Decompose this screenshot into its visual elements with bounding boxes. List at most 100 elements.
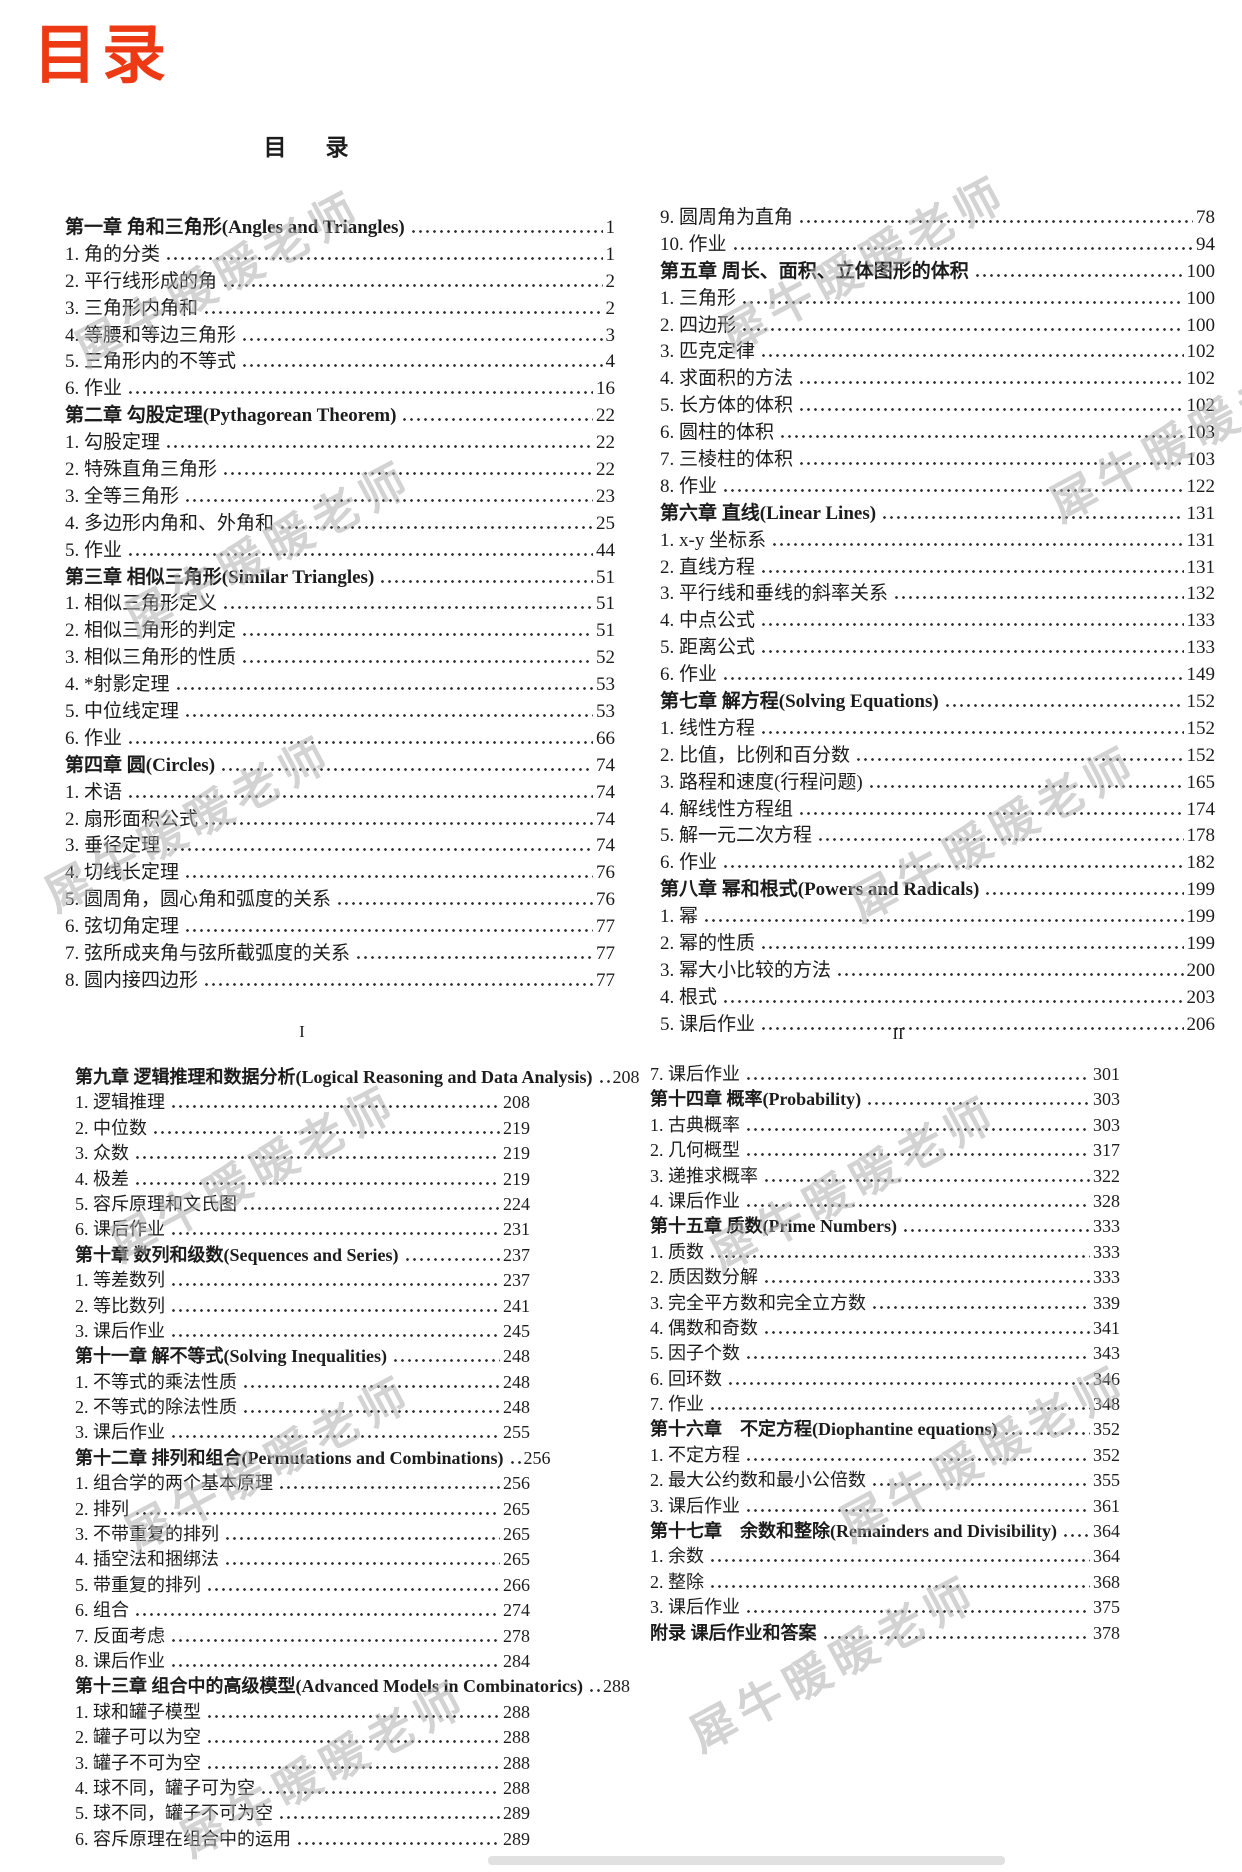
toc-entry-label: 第十五章 质数(Prime Numbers) xyxy=(650,1216,897,1237)
toc-entry: 3. 课后作业 361 xyxy=(650,1492,1120,1517)
toc-entry-label: 2. 四边形 xyxy=(660,314,737,336)
page-number-roman-1: I xyxy=(299,1022,305,1041)
toc-entry-label: 6. 组合 xyxy=(75,1600,129,1621)
toc-entry-page: 237 xyxy=(503,1244,530,1265)
toc-entry-label: 第八章 幂和根式(Powers and Radicals) xyxy=(660,879,980,901)
toc-entry-label: 2. 质因数分解 xyxy=(650,1267,758,1288)
dotted-leader xyxy=(170,1331,500,1337)
toc-entry: 第一章 角和三角形(Angles and Triangles) 1 xyxy=(65,212,615,239)
toc-entry-page: 178 xyxy=(1186,825,1216,847)
toc-entry-label: 5. 球不同，罐子不可为空 xyxy=(75,1803,273,1824)
toc-entry-label: 2. 直线方程 xyxy=(660,556,756,578)
dotted-leader xyxy=(760,1024,1184,1030)
toc-entry-page: 51 xyxy=(596,566,615,588)
toc-entry-page: 245 xyxy=(503,1320,530,1341)
toc-entry-label: 3. 课后作业 xyxy=(650,1597,740,1618)
toc-entry-page: 224 xyxy=(503,1193,530,1214)
toc-entry: 7. 弦所成夹角与弦所截弧度的关系 77 xyxy=(65,938,615,965)
dotted-leader xyxy=(798,809,1184,815)
toc-entry-label: 4. 根式 xyxy=(660,986,718,1008)
dotted-leader xyxy=(170,1661,500,1667)
dotted-leader xyxy=(170,1636,500,1642)
dotted-leader xyxy=(821,1633,1090,1639)
toc-entry-label: 3. 路程和速度(行程问题) xyxy=(660,771,863,793)
dotted-leader xyxy=(1062,1532,1090,1538)
toc-entry: 10. 作业 94 xyxy=(660,229,1215,256)
toc-entry-label: 4. 等腰和等边三角形 xyxy=(65,324,237,346)
dotted-leader xyxy=(184,873,593,879)
dotted-leader xyxy=(763,1278,1090,1284)
dotted-leader xyxy=(392,1357,500,1363)
toc-entry-label: 2. 比值，比例和百分数 xyxy=(660,744,851,766)
toc-entry-label: 5. 课后作业 xyxy=(660,1013,756,1035)
dotted-leader xyxy=(867,782,1184,788)
toc-entry-label: 3. 完全平方数和完全立方数 xyxy=(650,1292,866,1313)
dotted-leader xyxy=(703,917,1184,923)
dotted-leader xyxy=(798,460,1184,466)
toc-entry-page: 368 xyxy=(1093,1571,1120,1592)
toc-entry: 5. 课后作业 206 xyxy=(660,1009,1215,1036)
toc-entry: 3. 幂大小比较的方法 200 xyxy=(660,955,1215,982)
page-number-roman-2: II xyxy=(892,1024,904,1043)
dotted-leader xyxy=(771,540,1184,546)
toc-entry-page: 152 xyxy=(1186,717,1216,739)
toc-entry-page: 78 xyxy=(1196,207,1215,228)
toc-entry-page: 51 xyxy=(596,593,615,615)
dotted-leader xyxy=(170,1433,500,1439)
toc-entry-page: 339 xyxy=(1093,1292,1120,1313)
toc-entry: 8. 圆内接四边形 77 xyxy=(65,965,615,992)
toc-entry-label: 2. 罐子可以为空 xyxy=(75,1727,201,1748)
dotted-leader xyxy=(134,1179,500,1185)
toc-entry-label: 3. 递推求概率 xyxy=(650,1165,758,1186)
dotted-leader xyxy=(763,1328,1090,1334)
toc-entry: 8. 作业 122 xyxy=(660,471,1215,498)
toc-entry-page: 25 xyxy=(596,512,615,534)
toc-entry-label: 6. 圆柱的体积 xyxy=(660,422,775,444)
toc-entry-label: 3. 垂径定理 xyxy=(65,835,161,857)
toc-entry-page: 76 xyxy=(596,889,615,911)
dotted-leader xyxy=(745,1151,1090,1157)
toc-entry: 8. 课后作业 284 xyxy=(75,1647,530,1672)
toc-entry-label: 3. 幂大小比较的方法 xyxy=(660,959,832,981)
toc-entry: 6. 圆柱的体积 103 xyxy=(660,417,1215,444)
toc-entry-label: 4. 求面积的方法 xyxy=(660,368,794,390)
toc-entry-page: 53 xyxy=(596,674,615,696)
toc-entry-label: 第六章 直线(Linear Lines) xyxy=(660,502,877,524)
toc-entry-page: 131 xyxy=(1186,556,1216,578)
dotted-leader xyxy=(170,1230,500,1236)
toc-entry: 2. 平行线形成的角 2 xyxy=(65,266,615,293)
toc-entry-label: 2. 中位数 xyxy=(75,1117,147,1138)
toc-entry-page: 288 xyxy=(503,1777,530,1798)
toc-entry: 3. 相似三角形的性质 52 xyxy=(65,642,615,669)
dotted-leader xyxy=(745,1506,1090,1512)
toc-entry-page: 241 xyxy=(503,1295,530,1316)
dotted-leader xyxy=(165,846,593,852)
toc-entry-page: 133 xyxy=(1186,637,1216,659)
toc-entry-label: 7. 弦所成夹角与弦所截弧度的关系 xyxy=(65,943,351,965)
toc-entry-page: 199 xyxy=(1186,879,1216,901)
toc-entry-page: 237 xyxy=(503,1270,530,1291)
toc-entry-label: 1. 余数 xyxy=(650,1546,704,1567)
toc-entry: 2. 几何概型 317 xyxy=(650,1136,1120,1161)
toc-entry: 6. 作业 16 xyxy=(65,373,615,400)
toc-entry-page: 51 xyxy=(596,620,615,642)
dotted-leader xyxy=(745,1354,1090,1360)
toc-entry-label: 5. 距离公式 xyxy=(660,637,756,659)
toc-entry-label: 1. 不等式的乘法性质 xyxy=(75,1371,237,1392)
dotted-leader xyxy=(127,792,593,798)
toc-entry-label: 4. *射影定理 xyxy=(65,674,170,696)
dotted-leader xyxy=(170,1281,500,1287)
toc-column-page-2: 9. 圆周角为直角 78 10. 作业 94 第五章 周长、面积、立体图形的体积… xyxy=(660,202,1215,1036)
toc-entry: 5. 容斥原理和文氏图 224 xyxy=(75,1190,530,1215)
toc-entry: 第四章 圆(Circles) 74 xyxy=(65,750,615,777)
toc-entry: 4. 根式 203 xyxy=(660,982,1215,1009)
toc-entry: 6. 作业 182 xyxy=(660,847,1215,874)
dotted-leader xyxy=(206,1585,500,1591)
toc-entry: 2. 扇形面积公式 74 xyxy=(65,804,615,831)
toc-entry-label: 2. 平行线形成的角 xyxy=(65,270,218,292)
toc-entry-label: 第十六章 不定方程(Diophantine equations) xyxy=(650,1419,998,1440)
toc-entry-page: 152 xyxy=(1186,744,1216,766)
dotted-leader xyxy=(588,1687,600,1693)
toc-entry-page: 248 xyxy=(503,1346,530,1367)
toc-entry: 附录 课后作业和答案 378 xyxy=(650,1619,1120,1644)
